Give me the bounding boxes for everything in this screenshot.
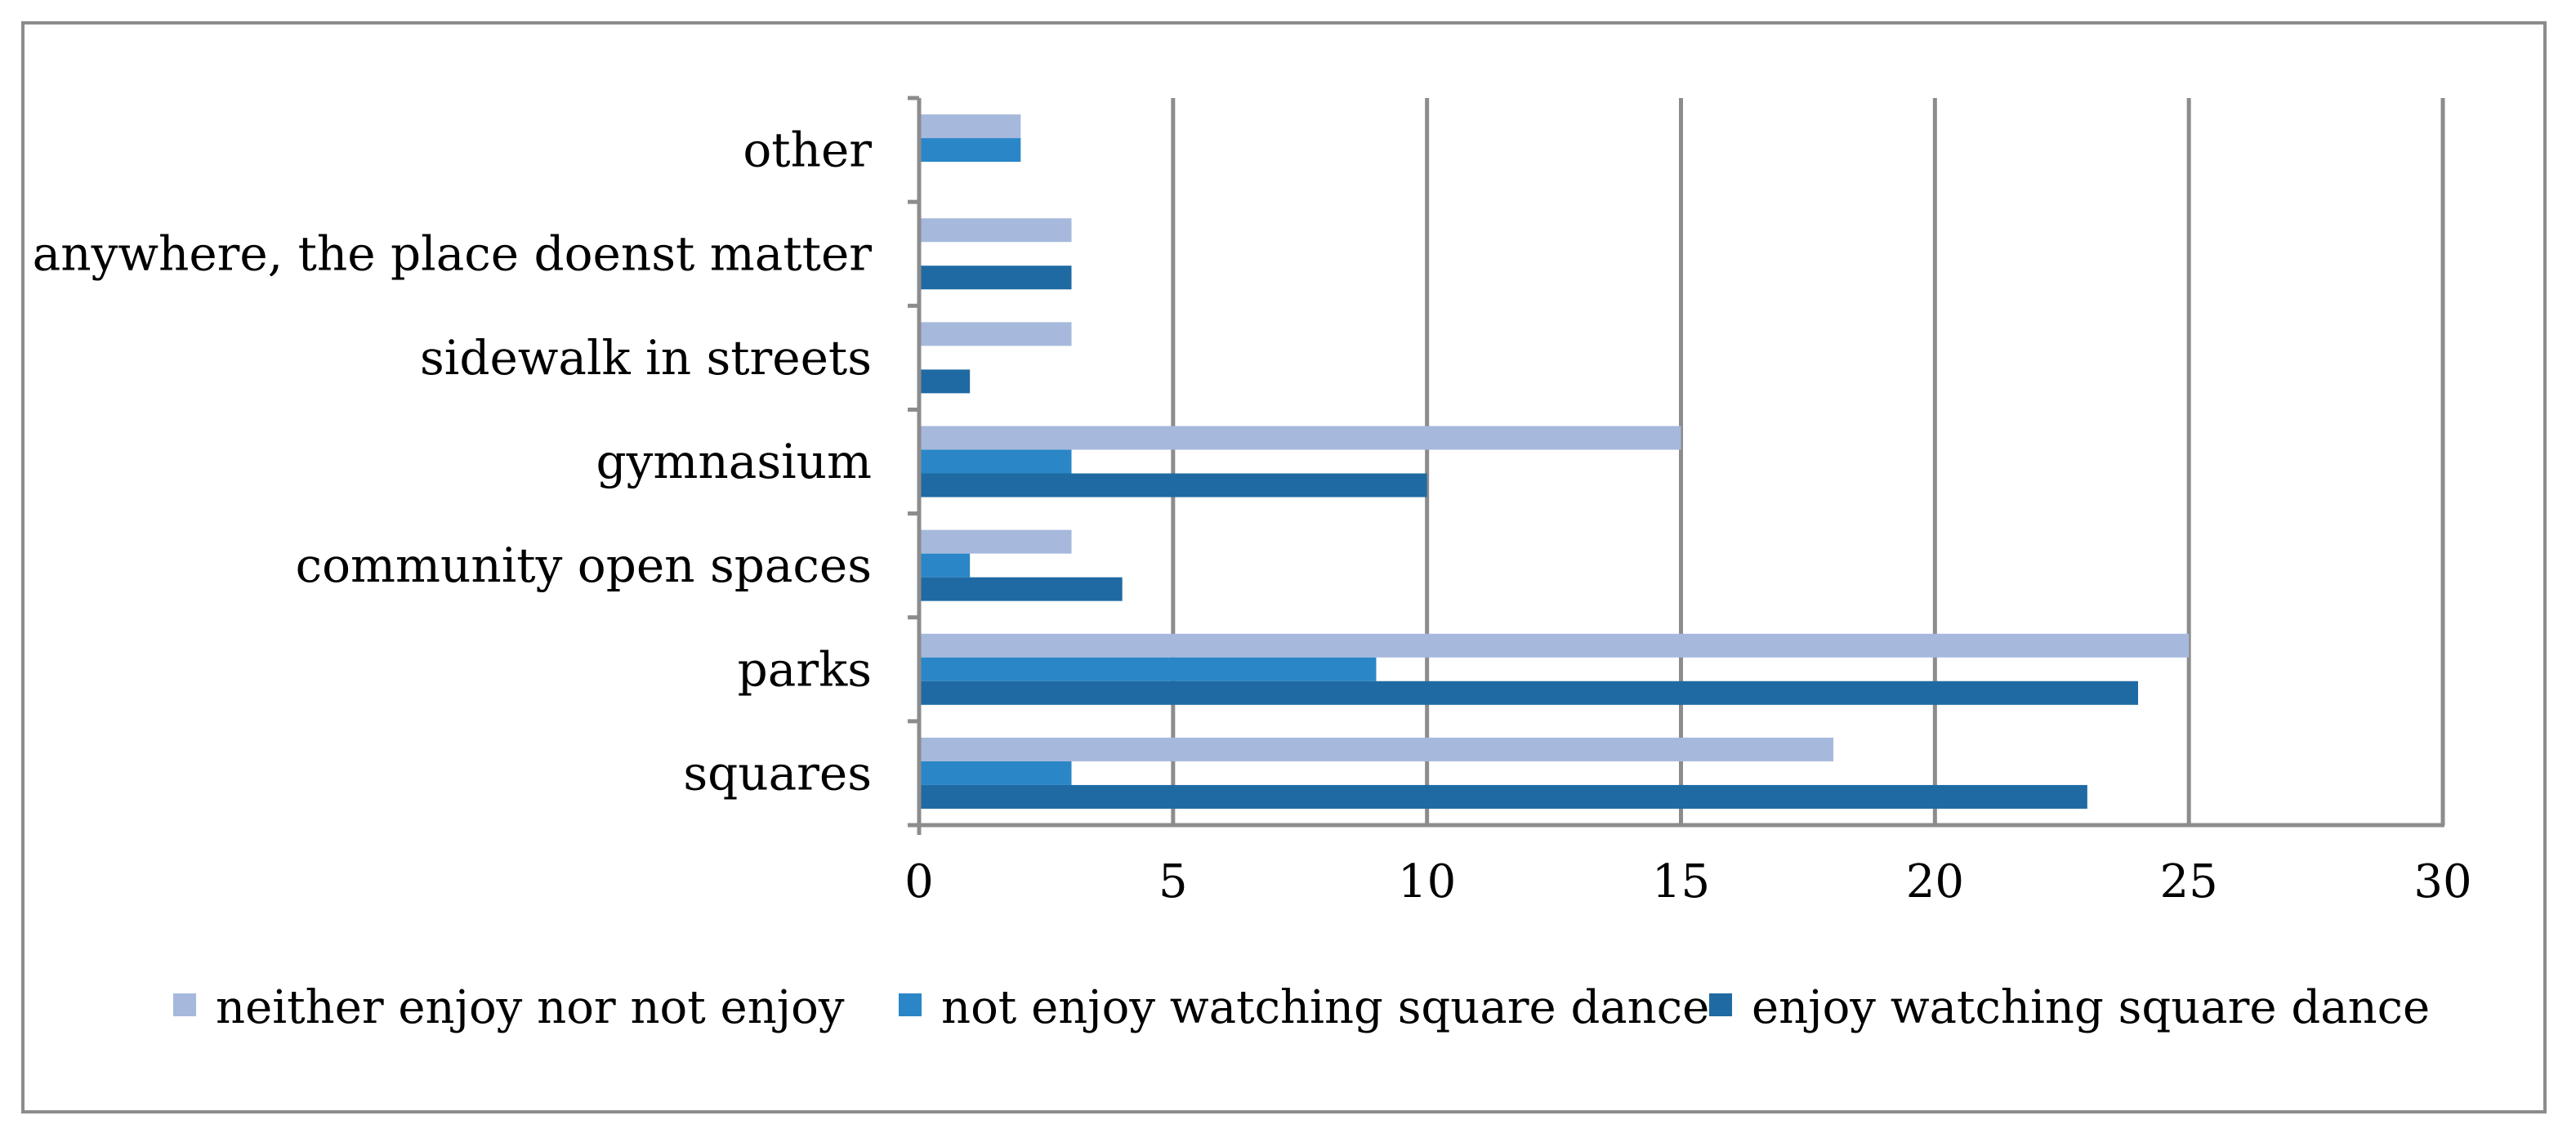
bar-parks-neither-enjoy-nor-not-enjoy bbox=[919, 633, 2190, 658]
bar-other-neither-enjoy-nor-not-enjoy bbox=[919, 114, 1021, 139]
category-label-other: other bbox=[743, 123, 872, 178]
category-label-squares: squares bbox=[683, 745, 872, 801]
bar-squares-not-enjoy-watching-square-dance bbox=[919, 761, 1072, 785]
grid-lines bbox=[1171, 98, 2445, 825]
bar-sidewalk-in-streets-enjoy-watching-square-dance bbox=[919, 369, 971, 394]
legend: neither enjoy nor not enjoy not enjoy wat… bbox=[173, 981, 2430, 1034]
legend-label-enjoy-watching-square-dance: enjoy watching square dance bbox=[1752, 981, 2430, 1034]
bar-community-open-spaces-neither-enjoy-nor-not-enjoy bbox=[919, 529, 1072, 554]
legend-label-not-enjoy-watching-square-dance: not enjoy watching square dance bbox=[941, 981, 1709, 1034]
category-label-parks: parks bbox=[738, 641, 872, 697]
bar-parks-not-enjoy-watching-square-dance bbox=[919, 657, 1377, 681]
legend-swatch-not-enjoy-watching-square-dance bbox=[899, 993, 922, 1016]
x-tick-label: 10 bbox=[1398, 855, 1456, 908]
bar-sidewalk-in-streets-neither-enjoy-nor-not-enjoy bbox=[919, 322, 1072, 346]
x-tick-label: 5 bbox=[1159, 855, 1188, 908]
category-label-community-open-spaces: community open spaces bbox=[296, 538, 872, 593]
bar-anywhere-the-place-doenst-matter-enjoy-watching-square-dance bbox=[919, 266, 1072, 290]
category-label-anywhere-the-place-doenst-matter: anywhere, the place doenst matter bbox=[33, 226, 873, 282]
x-tick-label: 20 bbox=[1906, 855, 1964, 908]
bar-gymnasium-not-enjoy-watching-square-dance bbox=[919, 449, 1072, 474]
bar-community-open-spaces-enjoy-watching-square-dance bbox=[919, 577, 1123, 601]
bar-gymnasium-enjoy-watching-square-dance bbox=[919, 473, 1427, 498]
bar-squares-enjoy-watching-square-dance bbox=[919, 784, 2087, 809]
bar-other-not-enjoy-watching-square-dance bbox=[919, 138, 1021, 163]
x-tick-label: 0 bbox=[904, 855, 934, 908]
legend-swatch-enjoy-watching-square-dance bbox=[1709, 993, 1732, 1016]
legend-swatch-neither-enjoy-nor-not-enjoy bbox=[173, 993, 196, 1016]
category-label-sidewalk-in-streets: sidewalk in streets bbox=[420, 330, 872, 386]
category-label-gymnasium: gymnasium bbox=[596, 434, 873, 489]
chart-frame bbox=[21, 21, 2547, 1113]
bar-squares-neither-enjoy-nor-not-enjoy bbox=[919, 737, 1833, 761]
bars bbox=[919, 114, 2190, 809]
bar-gymnasium-neither-enjoy-nor-not-enjoy bbox=[919, 426, 1681, 450]
x-tick-label: 15 bbox=[1652, 855, 1710, 908]
bar-parks-enjoy-watching-square-dance bbox=[919, 681, 2138, 705]
labels: 0 5 10 15 20 25 30 squares parks community open s… bbox=[33, 123, 2472, 908]
axes bbox=[908, 96, 2444, 835]
x-tick-label: 30 bbox=[2413, 855, 2471, 908]
legend-label-neither-enjoy-nor-not-enjoy: neither enjoy nor not enjoy bbox=[216, 981, 845, 1034]
bar-anywhere-the-place-doenst-matter-neither-enjoy-nor-not-enjoy bbox=[919, 218, 1072, 243]
bar-community-open-spaces-not-enjoy-watching-square-dance bbox=[919, 553, 971, 578]
x-tick-label: 25 bbox=[2160, 855, 2218, 908]
